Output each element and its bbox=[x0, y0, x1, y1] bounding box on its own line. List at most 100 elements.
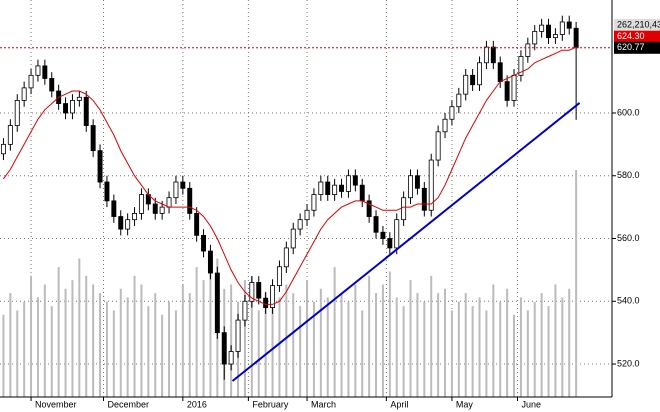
volume-bar bbox=[209, 271, 212, 397]
volume-bar bbox=[9, 293, 12, 397]
candle-body bbox=[249, 282, 255, 302]
volume-bar bbox=[471, 306, 474, 397]
candle-body bbox=[35, 65, 41, 76]
volume-bar bbox=[347, 301, 350, 397]
volume-bar bbox=[147, 306, 150, 397]
last-price-box bbox=[614, 41, 660, 54]
volume-bar bbox=[43, 284, 46, 397]
volume-bar bbox=[243, 280, 246, 397]
volume-bar bbox=[395, 297, 398, 397]
candle-body bbox=[69, 100, 75, 114]
volume-bar bbox=[361, 310, 364, 397]
volume-bar bbox=[519, 297, 522, 397]
candle-body bbox=[394, 219, 400, 249]
candle-body bbox=[49, 78, 55, 92]
candle-body bbox=[187, 187, 193, 214]
candle-body bbox=[111, 200, 117, 217]
candle-body bbox=[318, 181, 324, 195]
volume-bar bbox=[416, 293, 419, 397]
candle-body bbox=[214, 272, 220, 334]
volume-bar bbox=[478, 297, 481, 397]
ma-label: 624.30 bbox=[617, 31, 645, 41]
candle-body bbox=[497, 62, 503, 82]
candle-body bbox=[366, 200, 372, 217]
candle-body bbox=[504, 81, 510, 101]
x-tick-label: June bbox=[521, 399, 541, 409]
candle-body bbox=[76, 96, 82, 101]
x-tick-label: March bbox=[311, 399, 336, 409]
volume-bar bbox=[506, 288, 509, 397]
candle-body bbox=[428, 159, 434, 211]
volume-bar bbox=[402, 306, 405, 397]
volume-bar bbox=[312, 301, 315, 397]
volume-bar bbox=[71, 280, 74, 397]
candle-body bbox=[263, 297, 269, 308]
volume-bar bbox=[299, 306, 302, 397]
candle-body bbox=[325, 181, 331, 195]
candle-body bbox=[345, 175, 351, 192]
moving-average bbox=[2, 46, 577, 305]
ma-label-box bbox=[614, 30, 660, 43]
candle-body bbox=[63, 103, 69, 114]
volume-bar bbox=[105, 301, 108, 397]
volume-bar bbox=[561, 297, 564, 397]
volume-bar bbox=[92, 284, 95, 397]
candle-body bbox=[0, 143, 6, 155]
candle-body bbox=[242, 300, 248, 321]
volume-bar bbox=[568, 288, 571, 397]
volume-bar bbox=[375, 293, 378, 397]
volume-bar bbox=[547, 306, 550, 397]
volume-bar bbox=[181, 284, 184, 397]
volume-bar bbox=[174, 310, 177, 397]
candle-body bbox=[373, 216, 379, 233]
candle-body bbox=[297, 219, 303, 230]
candle-body bbox=[539, 24, 545, 32]
candle-body bbox=[401, 197, 407, 221]
x-tick-label: April bbox=[390, 399, 408, 409]
volume-bar bbox=[202, 280, 205, 397]
volume-bar bbox=[292, 293, 295, 397]
volume-bar bbox=[381, 284, 384, 397]
candle-body bbox=[332, 184, 338, 195]
candle-body bbox=[442, 118, 448, 133]
volume-bar bbox=[526, 310, 529, 397]
y-tick-label: 540.0 bbox=[617, 296, 640, 306]
volume-bar bbox=[30, 275, 33, 397]
candle-body bbox=[166, 197, 172, 208]
volume-bar bbox=[112, 310, 115, 397]
candle-body bbox=[276, 266, 282, 286]
volume-bar bbox=[354, 284, 357, 397]
x-tick-label: November bbox=[35, 399, 77, 409]
candle-body bbox=[21, 87, 27, 101]
volume-bar bbox=[423, 301, 426, 397]
candle-body bbox=[456, 93, 462, 108]
volume-bar bbox=[533, 301, 536, 397]
volume-bar bbox=[513, 314, 516, 397]
candle-body bbox=[414, 175, 420, 189]
volume-bar bbox=[437, 293, 440, 397]
candle-body bbox=[221, 332, 227, 365]
candle-body bbox=[97, 150, 103, 183]
candle-body bbox=[559, 21, 565, 35]
volume-bar bbox=[195, 267, 198, 397]
candle-body bbox=[132, 213, 138, 221]
candle-body bbox=[532, 30, 538, 45]
volume-bar bbox=[140, 284, 143, 397]
candle-body bbox=[470, 74, 476, 86]
volume-bar bbox=[161, 314, 164, 397]
candle-body bbox=[270, 285, 276, 308]
candle-body bbox=[256, 282, 262, 299]
volume-bar bbox=[78, 258, 81, 397]
candle-body bbox=[566, 21, 572, 29]
candle-body bbox=[28, 74, 34, 89]
candle-body bbox=[359, 184, 365, 202]
candle-body bbox=[173, 181, 179, 199]
volume-bar bbox=[133, 275, 136, 397]
volume-bar bbox=[278, 297, 281, 397]
candle-body bbox=[552, 34, 558, 39]
volume-bar bbox=[540, 293, 543, 397]
volume-bar bbox=[257, 310, 260, 397]
volume-bar bbox=[23, 301, 26, 397]
volume-bar bbox=[409, 280, 412, 397]
volume-label: 262,210,43 bbox=[617, 19, 660, 29]
